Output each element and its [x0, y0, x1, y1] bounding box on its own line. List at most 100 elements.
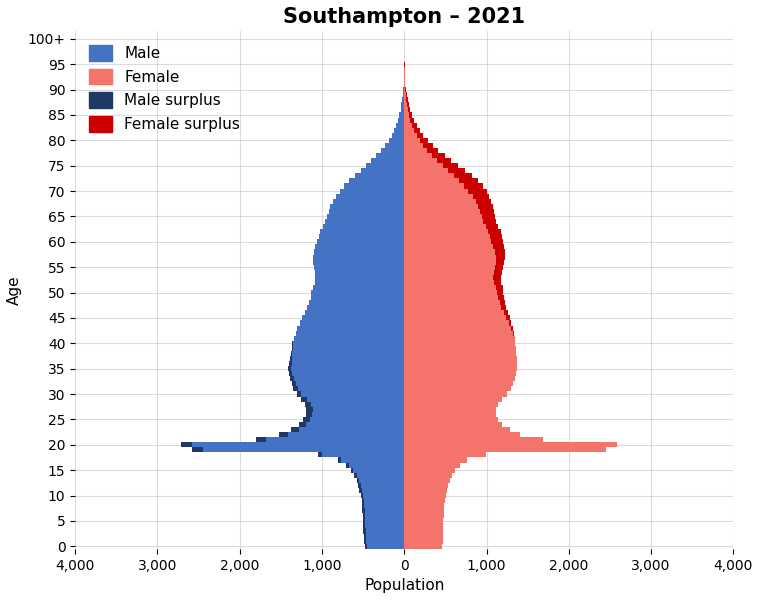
- Bar: [366, 533, 404, 539]
- Bar: [502, 305, 506, 310]
- Bar: [432, 153, 445, 158]
- Bar: [506, 316, 510, 320]
- Bar: [363, 523, 366, 529]
- Bar: [349, 178, 404, 184]
- Bar: [315, 280, 404, 285]
- Bar: [321, 229, 404, 234]
- Bar: [325, 219, 404, 224]
- Bar: [404, 133, 416, 138]
- Bar: [344, 184, 404, 188]
- Bar: [293, 386, 298, 391]
- Bar: [404, 452, 486, 457]
- Bar: [404, 184, 464, 188]
- Bar: [397, 122, 404, 128]
- Bar: [296, 331, 404, 335]
- Bar: [317, 239, 404, 244]
- Bar: [404, 498, 445, 503]
- Bar: [404, 361, 517, 366]
- Bar: [401, 107, 404, 112]
- Bar: [404, 260, 496, 265]
- Bar: [404, 107, 408, 112]
- Bar: [364, 498, 404, 503]
- Bar: [306, 412, 312, 417]
- Bar: [313, 254, 404, 260]
- Bar: [399, 112, 404, 118]
- Bar: [482, 214, 495, 219]
- Bar: [404, 427, 510, 432]
- Bar: [404, 463, 460, 467]
- Bar: [311, 295, 404, 300]
- Bar: [495, 265, 503, 270]
- Bar: [305, 401, 311, 407]
- Bar: [404, 437, 543, 442]
- Bar: [404, 316, 506, 320]
- Bar: [356, 478, 359, 483]
- Bar: [404, 128, 414, 133]
- Bar: [404, 457, 467, 463]
- Bar: [367, 544, 404, 549]
- Bar: [488, 229, 501, 234]
- Bar: [404, 356, 517, 361]
- Bar: [404, 432, 521, 437]
- Bar: [404, 275, 493, 280]
- Bar: [349, 463, 404, 467]
- Bar: [404, 386, 511, 391]
- Bar: [192, 442, 404, 448]
- Bar: [359, 478, 404, 483]
- Bar: [404, 326, 511, 331]
- Bar: [404, 523, 443, 529]
- Bar: [279, 432, 288, 437]
- Bar: [365, 544, 367, 549]
- Bar: [404, 422, 502, 427]
- Bar: [353, 467, 404, 473]
- Bar: [404, 371, 516, 376]
- Bar: [313, 260, 404, 265]
- Bar: [358, 483, 360, 488]
- Bar: [496, 260, 504, 265]
- Bar: [312, 290, 404, 295]
- Bar: [404, 488, 447, 493]
- Bar: [404, 376, 515, 382]
- Bar: [409, 112, 412, 118]
- Bar: [365, 508, 404, 513]
- Bar: [486, 224, 499, 229]
- Bar: [293, 351, 404, 356]
- Legend: Male, Female, Male surplus, Female surplus: Male, Female, Male surplus, Female surpl…: [83, 39, 246, 138]
- Bar: [363, 513, 365, 518]
- Bar: [404, 244, 493, 250]
- Bar: [363, 518, 365, 523]
- Bar: [291, 351, 293, 356]
- Bar: [404, 478, 450, 483]
- Bar: [494, 280, 502, 285]
- Bar: [297, 326, 404, 331]
- Bar: [513, 331, 514, 335]
- Bar: [404, 239, 492, 244]
- Bar: [302, 316, 404, 320]
- Bar: [473, 194, 489, 199]
- Bar: [404, 351, 516, 356]
- Bar: [404, 138, 420, 143]
- Bar: [340, 188, 404, 194]
- Bar: [341, 457, 404, 463]
- Bar: [366, 539, 404, 544]
- Bar: [303, 417, 310, 422]
- Bar: [293, 346, 404, 351]
- Bar: [404, 250, 495, 254]
- Bar: [404, 173, 454, 178]
- Bar: [363, 493, 404, 498]
- Bar: [403, 92, 404, 97]
- Bar: [404, 493, 445, 498]
- Bar: [299, 422, 306, 427]
- Bar: [351, 467, 353, 473]
- Bar: [404, 265, 495, 270]
- Bar: [500, 300, 505, 305]
- Bar: [480, 209, 493, 214]
- Bar: [361, 493, 363, 498]
- Bar: [497, 290, 503, 295]
- Bar: [404, 168, 448, 173]
- Bar: [404, 97, 407, 103]
- Bar: [336, 194, 404, 199]
- Bar: [292, 356, 404, 361]
- Bar: [448, 168, 465, 173]
- Bar: [404, 467, 455, 473]
